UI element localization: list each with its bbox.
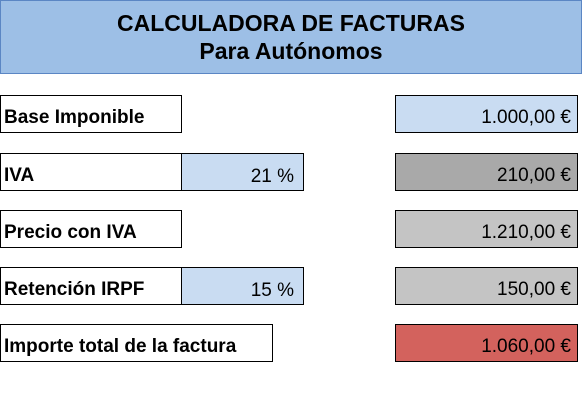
base-imponible-input[interactable]: 1.000,00 € (395, 95, 578, 133)
calculator-header: CALCULADORA DE FACTURAS Para Autónomos (0, 0, 582, 74)
page-subtitle: Para Autónomos (199, 38, 383, 64)
iva-label: IVA (0, 153, 182, 191)
irpf-rate-input[interactable]: 15 % (181, 267, 304, 305)
irpf-amount-value: 150,00 € (395, 267, 578, 305)
precio-con-iva-value: 1.210,00 € (395, 210, 578, 248)
retencion-irpf-label: Retención IRPF (0, 267, 182, 305)
importe-total-value: 1.060,00 € (395, 324, 578, 362)
page-title: CALCULADORA DE FACTURAS (117, 10, 465, 36)
importe-total-label: Importe total de la factura (0, 324, 273, 362)
iva-amount-value: 210,00 € (395, 153, 578, 191)
iva-rate-input[interactable]: 21 % (181, 153, 304, 191)
base-imponible-label: Base Imponible (0, 95, 182, 133)
precio-con-iva-label: Precio con IVA (0, 210, 182, 248)
